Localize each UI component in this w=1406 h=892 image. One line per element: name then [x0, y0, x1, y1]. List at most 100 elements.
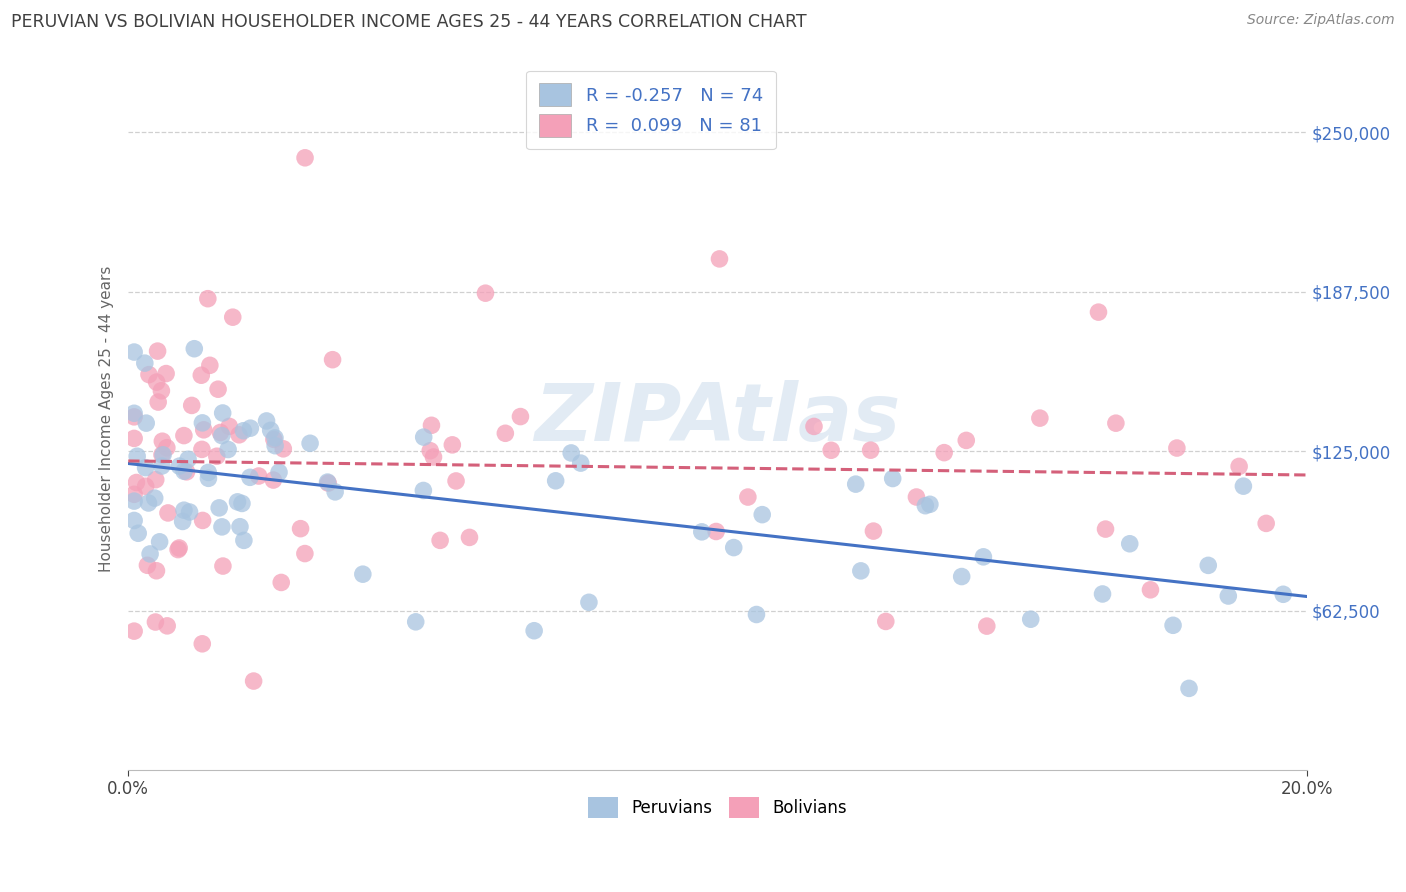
Point — [135, 460, 157, 475]
Point — [139, 547, 162, 561]
Point — [803, 419, 825, 434]
Point — [1166, 441, 1188, 455]
Point — [709, 252, 731, 266]
Point — [138, 368, 160, 382]
Point — [509, 409, 531, 424]
Point — [914, 499, 936, 513]
Point — [156, 441, 179, 455]
Point — [143, 491, 166, 505]
Text: ZIPAtlas: ZIPAtlas — [534, 380, 901, 458]
Point — [122, 494, 145, 508]
Point — [1218, 589, 1240, 603]
Point — [352, 567, 374, 582]
Point — [1139, 582, 1161, 597]
Point — [198, 359, 221, 373]
Point — [737, 490, 759, 504]
Point — [316, 475, 339, 489]
Text: PERUVIAN VS BOLIVIAN HOUSEHOLDER INCOME AGES 25 - 44 YEARS CORRELATION CHART: PERUVIAN VS BOLIVIAN HOUSEHOLDER INCOME … — [11, 13, 807, 31]
Point — [976, 619, 998, 633]
Point — [578, 595, 600, 609]
Point — [1091, 587, 1114, 601]
Point — [1197, 558, 1219, 573]
Point — [127, 449, 149, 463]
Point — [208, 500, 231, 515]
Point — [1029, 411, 1052, 425]
Point — [299, 436, 322, 450]
Point — [146, 344, 169, 359]
Point — [745, 607, 768, 622]
Point — [135, 479, 157, 493]
Point — [419, 443, 441, 458]
Point — [183, 342, 205, 356]
Point — [173, 503, 195, 517]
Point — [429, 533, 451, 548]
Point — [211, 428, 233, 442]
Point — [148, 395, 170, 409]
Point — [173, 464, 195, 478]
Point — [1087, 305, 1109, 319]
Point — [122, 409, 145, 424]
Point — [1019, 612, 1042, 626]
Point — [218, 419, 240, 434]
Point — [217, 442, 239, 457]
Point — [179, 505, 201, 519]
Point — [211, 406, 233, 420]
Point — [420, 418, 443, 433]
Point — [155, 367, 177, 381]
Point — [560, 446, 582, 460]
Point — [212, 559, 235, 574]
Point — [322, 352, 344, 367]
Point — [150, 448, 173, 462]
Point — [226, 495, 249, 509]
Point — [316, 476, 339, 491]
Point — [412, 483, 434, 498]
Point — [239, 470, 262, 484]
Point — [205, 449, 228, 463]
Point — [152, 448, 174, 462]
Point — [190, 368, 212, 383]
Point — [569, 456, 592, 470]
Point — [232, 533, 254, 548]
Point — [474, 286, 496, 301]
Point — [1256, 516, 1278, 531]
Point — [150, 384, 173, 398]
Point — [239, 421, 262, 435]
Point — [172, 515, 194, 529]
Point — [150, 434, 173, 449]
Point — [544, 474, 567, 488]
Point — [122, 431, 145, 445]
Point — [1232, 479, 1254, 493]
Point — [972, 549, 994, 564]
Point — [882, 471, 904, 485]
Point — [191, 416, 214, 430]
Point — [412, 430, 434, 444]
Point — [444, 474, 467, 488]
Point — [751, 508, 773, 522]
Point — [422, 450, 444, 464]
Point — [122, 624, 145, 639]
Point — [177, 452, 200, 467]
Y-axis label: Householder Income Ages 25 - 44 years: Householder Income Ages 25 - 44 years — [100, 266, 114, 573]
Point — [918, 497, 941, 511]
Point — [290, 522, 312, 536]
Point — [1178, 681, 1201, 696]
Point — [145, 375, 167, 389]
Point — [209, 425, 232, 440]
Point — [849, 564, 872, 578]
Point — [231, 496, 253, 510]
Point — [169, 459, 191, 474]
Point — [267, 465, 290, 479]
Point — [173, 428, 195, 442]
Point — [955, 434, 977, 448]
Point — [145, 615, 167, 629]
Point — [260, 423, 283, 437]
Point — [934, 445, 956, 459]
Point — [191, 442, 214, 457]
Point — [191, 513, 214, 527]
Point — [862, 524, 884, 538]
Point — [228, 427, 250, 442]
Point — [264, 439, 287, 453]
Point — [905, 490, 928, 504]
Point — [122, 487, 145, 501]
Point — [193, 423, 215, 437]
